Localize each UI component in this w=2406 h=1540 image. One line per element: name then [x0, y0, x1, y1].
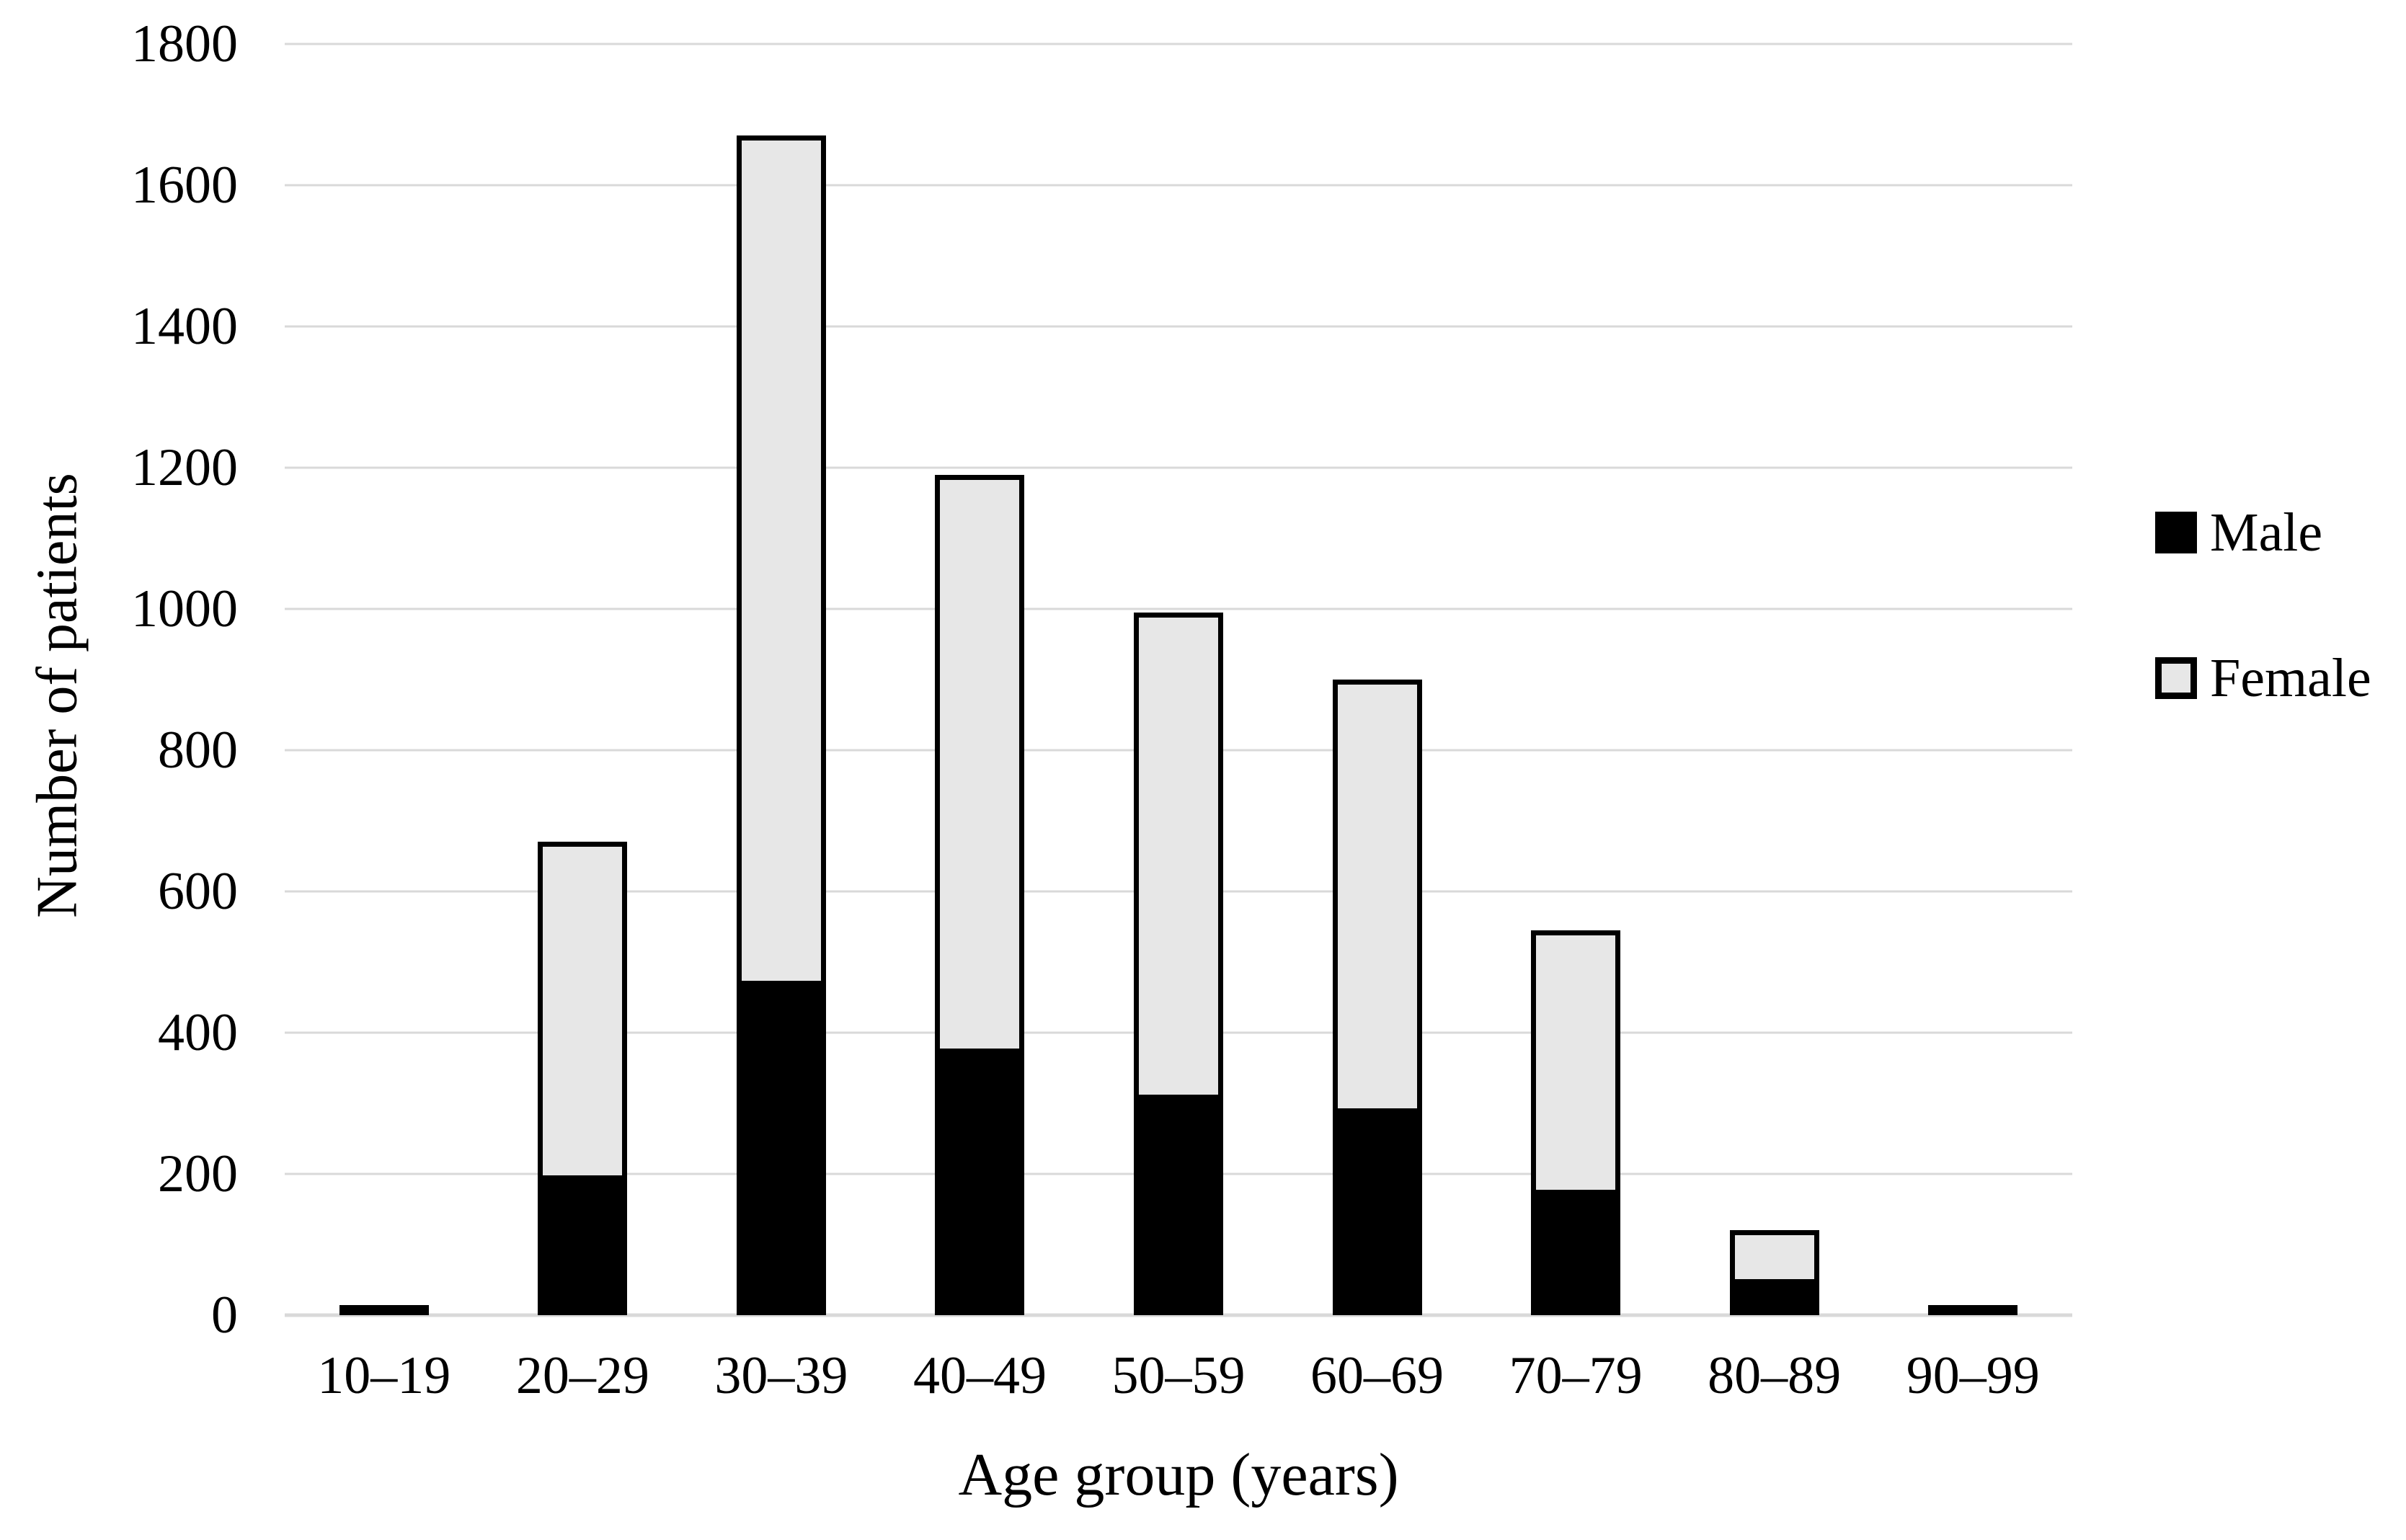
gridline-1800	[285, 43, 2072, 45]
y-tick-label-800: 800	[158, 721, 238, 780]
x-tick-label-80–89: 80–89	[1708, 1346, 1842, 1405]
y-tick-label-1800: 1800	[131, 14, 238, 74]
female-series-swatch-icon	[2155, 656, 2197, 699]
y-tick-label-200: 200	[158, 1144, 238, 1203]
bar-female-segment	[1734, 1235, 1814, 1279]
bar-female-segment	[741, 141, 821, 982]
x-axis-tick-labels: 10–19 20–29 30–39 40–49 50–59 60–69 70–79 80–89…	[285, 1349, 2072, 1414]
bar-90–99	[1928, 1305, 2018, 1315]
y-tick-label-0: 0	[211, 1286, 238, 1345]
gridline-1200	[285, 466, 2072, 469]
x-tick-label-50–59: 50–59	[1111, 1346, 1246, 1405]
gridline-1400	[285, 325, 2072, 328]
bar-40–49	[935, 474, 1025, 1315]
legend: Male Female	[2155, 504, 2371, 706]
bar-50–59	[1134, 612, 1223, 1315]
legend-item-male: Male	[2155, 504, 2371, 560]
male-series-swatch-icon	[2155, 511, 2197, 553]
y-tick-label-1400: 1400	[131, 297, 238, 356]
x-tick-label-40–49: 40–49	[913, 1346, 1047, 1405]
x-tick-label-20–29: 20–29	[515, 1346, 649, 1405]
y-tick-label-400: 400	[158, 1003, 238, 1062]
x-tick-label-10–19: 10–19	[317, 1346, 451, 1405]
x-tick-label-60–69: 60–69	[1310, 1346, 1444, 1405]
legend-label-male: Male	[2210, 502, 2323, 563]
bar-female-segment	[543, 847, 623, 1175]
legend-label-female: Female	[2210, 647, 2371, 708]
x-tick-label-70–79: 70–79	[1509, 1346, 1643, 1405]
bar-20–29	[538, 842, 628, 1315]
bar-30–39	[736, 135, 826, 1315]
bar-70–79	[1531, 930, 1621, 1315]
bar-female-segment	[940, 479, 1020, 1049]
bar-female-segment	[1337, 685, 1417, 1109]
y-tick-label-1000: 1000	[131, 579, 238, 638]
y-tick-label-1600: 1600	[131, 156, 238, 215]
y-tick-label-600: 600	[158, 862, 238, 922]
plot-area	[285, 43, 2072, 1317]
legend-item-female: Female	[2155, 650, 2371, 706]
x-tick-label-30–39: 30–39	[714, 1346, 848, 1405]
y-axis-tick-labels: 0 200 400 600 800 1000 1200 1400 1600 1800	[0, 17, 238, 1342]
x-axis-line	[285, 1313, 2072, 1317]
bar-female-segment	[1139, 617, 1218, 1095]
bar-10–19	[339, 1305, 429, 1315]
bar-female-segment	[1536, 935, 1616, 1190]
gridline-1600	[285, 184, 2072, 187]
x-tick-label-90–99: 90–99	[1906, 1346, 2040, 1405]
gridline-1000	[285, 607, 2072, 610]
bar-80–89	[1729, 1230, 1819, 1315]
bar-60–69	[1332, 680, 1422, 1315]
y-tick-label-1200: 1200	[131, 438, 238, 498]
x-axis-title: Age group (years)	[958, 1441, 1399, 1508]
